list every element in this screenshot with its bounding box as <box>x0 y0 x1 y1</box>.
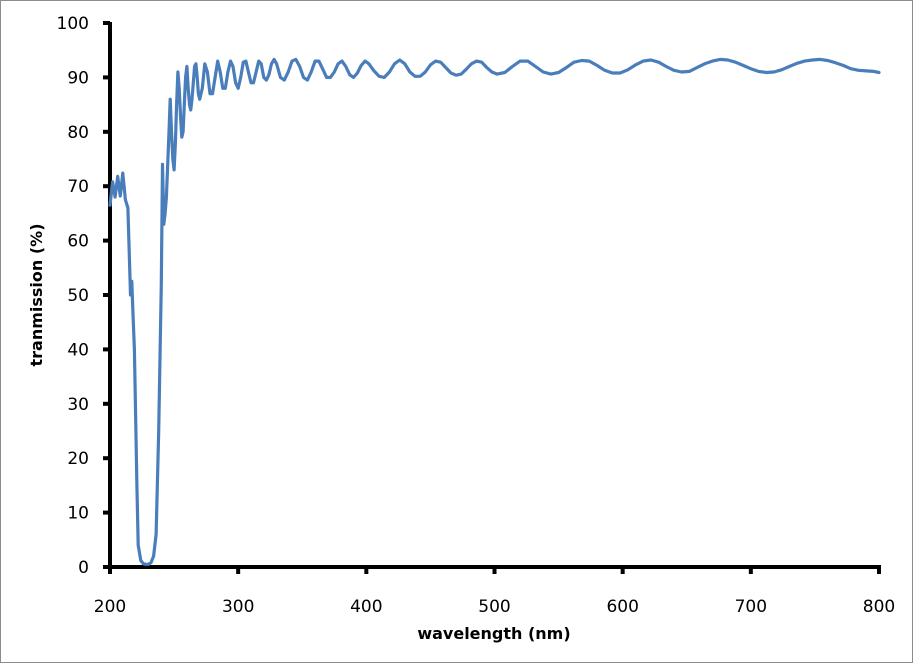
y-tick-label: 40 <box>67 340 89 360</box>
y-tick-label: 50 <box>67 286 89 306</box>
axes <box>108 22 881 569</box>
x-tick-label: 500 <box>478 597 510 617</box>
x-axis-title: wavelength (nm) <box>417 624 570 643</box>
y-tick-label: 60 <box>67 232 89 252</box>
x-tick-label: 300 <box>222 597 254 617</box>
y-tick-label: 90 <box>67 68 89 88</box>
y-tick-label: 20 <box>67 449 89 469</box>
x-tick-label: 200 <box>94 597 126 617</box>
y-tick-label: 0 <box>78 558 89 578</box>
y-tick-label: 70 <box>67 177 89 197</box>
x-tick-label: 700 <box>735 597 767 617</box>
y-axis-title: tranmission (%) <box>27 223 46 366</box>
x-tick-label: 800 <box>863 597 895 617</box>
y-tick-label: 80 <box>67 123 89 143</box>
y-tick-label: 100 <box>57 14 89 34</box>
x-tick-label: 400 <box>350 597 382 617</box>
transmission-curve <box>108 57 881 566</box>
x-axis-ticks: 200 300 400 500 600 700 800 <box>94 567 895 617</box>
y-tick-label: 10 <box>67 504 89 524</box>
y-tick-label: 30 <box>67 395 89 415</box>
x-tick-label: 600 <box>606 597 638 617</box>
y-axis-ticks: 0 10 20 30 40 50 60 70 80 90 100 <box>57 14 110 578</box>
